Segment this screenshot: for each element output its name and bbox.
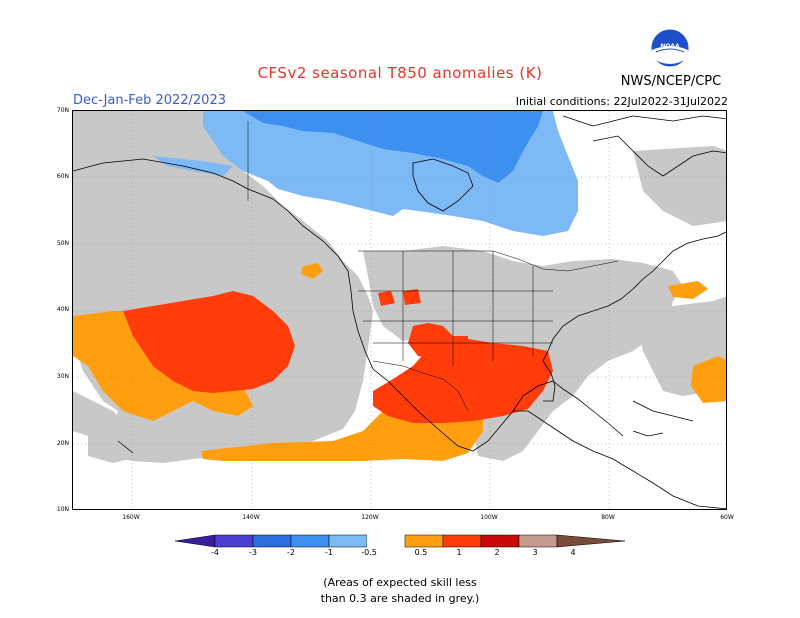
anomaly-map [72,110,727,510]
footnote-line-1: (Areas of expected skill less [323,576,477,589]
lat-label-20n: 20N [56,440,69,447]
lon-label-160w: 160W [122,514,140,521]
colorbar [174,534,626,548]
lon-label-60w: 60W [720,514,734,521]
colorbar-label: -3 [249,548,257,557]
colorbar-label: 4 [570,548,576,557]
lat-label-30n: 30N [56,373,69,380]
noaa-logo: NOAA [650,28,690,68]
lon-label-80w: 80W [601,514,615,521]
lat-label-70n: 70N [56,107,69,114]
skill-footnote: (Areas of expected skill less than 0.3 a… [0,575,800,607]
noaa-logo-text: NOAA [660,43,680,50]
map-title: CFSv2 seasonal T850 anomalies (K) [257,64,543,82]
agency-label: NWS/NCEP/CPC [620,74,722,89]
colorbar-label: -2 [287,548,295,557]
political-borders [247,121,619,412]
lon-label-100w: 100W [480,514,498,521]
footnote-line-2: than 0.3 are shaded in grey.) [320,592,480,605]
anomaly-map-svg [73,111,726,509]
colorbar-label: 1 [456,548,462,557]
lat-label-40n: 40N [56,306,69,313]
lat-label-50n: 50N [56,240,69,247]
colorbar-label: 2 [494,548,500,557]
lat-label-60n: 60N [56,173,69,180]
colorbar-label: 0.5 [414,548,428,557]
colorbar-label: -0.5 [361,548,377,557]
negative-anomaly-regions [153,111,578,236]
lon-label-140w: 140W [242,514,260,521]
season-label: Dec-Jan-Feb 2022/2023 [73,93,226,108]
colorbar-label: -4 [211,548,219,557]
initial-conditions-label: Initial conditions: 22Jul2022-31Jul2022 [515,95,728,108]
coastlines [73,115,726,509]
lat-label-10n: 10N [56,506,69,513]
colorbar-label: -1 [325,548,333,557]
lon-label-120w: 120W [361,514,379,521]
graticule [73,111,726,509]
colorbar-label: 3 [532,548,538,557]
